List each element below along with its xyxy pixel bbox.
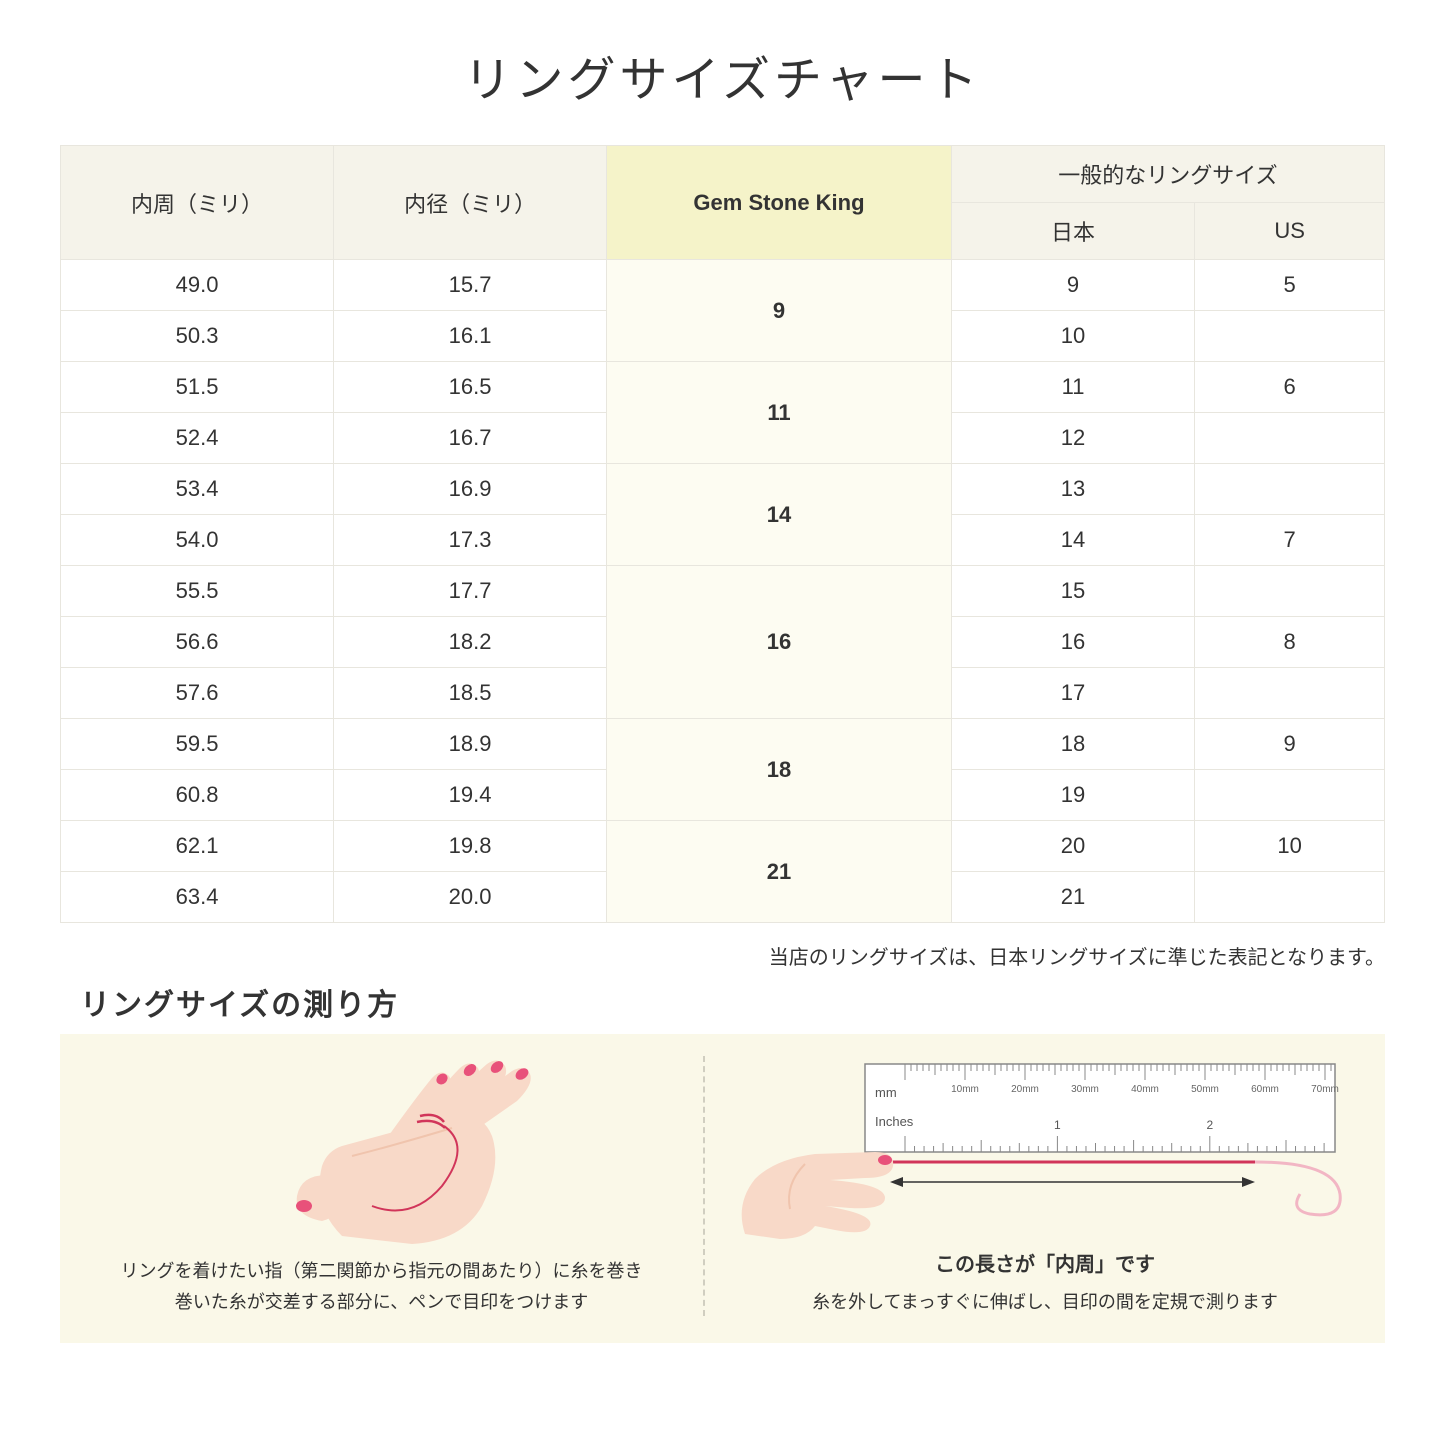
- cell-japan: 17: [951, 668, 1194, 719]
- table-row: 49.015.7995: [61, 260, 1385, 311]
- svg-text:70mm: 70mm: [1311, 1084, 1339, 1095]
- col-gsk: Gem Stone King: [607, 146, 952, 260]
- cell-us: 7: [1195, 515, 1385, 566]
- cell-us: [1195, 566, 1385, 617]
- cell-japan: 18: [951, 719, 1194, 770]
- cell-circumference: 56.6: [61, 617, 334, 668]
- cell-diameter: 18.5: [334, 668, 607, 719]
- length-label: この長さが「内周」です: [935, 1248, 1155, 1277]
- svg-text:1: 1: [1054, 1118, 1061, 1132]
- cell-us: [1195, 464, 1385, 515]
- svg-text:20mm: 20mm: [1011, 1084, 1039, 1095]
- cell-us: [1195, 413, 1385, 464]
- cell-japan: 19: [951, 770, 1194, 821]
- cell-japan: 9: [951, 260, 1194, 311]
- col-circumference: 内周（ミリ）: [61, 146, 334, 260]
- cell-japan: 15: [951, 566, 1194, 617]
- howto-section: リングを着けたい指（第二関節から指元の間あたり）に糸を巻き巻いた糸が交差する部分…: [60, 1034, 1385, 1343]
- ruler-illustration: 10mm 20mm 30mm 40mm 50mm 60mm 70mm mm Inches 1…: [735, 1054, 1355, 1244]
- cell-japan: 14: [951, 515, 1194, 566]
- cell-japan: 13: [951, 464, 1194, 515]
- table-row: 53.416.91413: [61, 464, 1385, 515]
- cell-circumference: 50.3: [61, 311, 334, 362]
- cell-diameter: 19.8: [334, 821, 607, 872]
- cell-circumference: 57.6: [61, 668, 334, 719]
- cell-gsk: 9: [607, 260, 952, 362]
- svg-text:10mm: 10mm: [951, 1084, 979, 1095]
- cell-circumference: 55.5: [61, 566, 334, 617]
- hand-wrap-illustration: [90, 1056, 673, 1246]
- cell-us: 10: [1195, 821, 1385, 872]
- col-us: US: [1195, 203, 1385, 260]
- cell-gsk: 18: [607, 719, 952, 821]
- cell-diameter: 18.9: [334, 719, 607, 770]
- howto-title: リングサイズの測り方: [80, 980, 1385, 1024]
- step-2-caption: 糸を外してまっすぐに伸ばし、目印の間を定規で測ります: [812, 1287, 1278, 1318]
- cell-circumference: 54.0: [61, 515, 334, 566]
- cell-diameter: 20.0: [334, 872, 607, 923]
- cell-us: [1195, 770, 1385, 821]
- cell-circumference: 62.1: [61, 821, 334, 872]
- cell-diameter: 15.7: [334, 260, 607, 311]
- svg-text:60mm: 60mm: [1251, 1084, 1279, 1095]
- cell-japan: 21: [951, 872, 1194, 923]
- col-general: 一般的なリングサイズ: [951, 146, 1384, 203]
- step-1-caption: リングを着けたい指（第二関節から指元の間あたり）に糸を巻き巻いた糸が交差する部分…: [121, 1256, 643, 1317]
- cell-circumference: 60.8: [61, 770, 334, 821]
- svg-text:2: 2: [1206, 1118, 1213, 1132]
- cell-diameter: 16.9: [334, 464, 607, 515]
- cell-us: 5: [1195, 260, 1385, 311]
- cell-circumference: 49.0: [61, 260, 334, 311]
- cell-japan: 16: [951, 617, 1194, 668]
- col-diameter: 内径（ミリ）: [334, 146, 607, 260]
- howto-step-1: リングを着けたい指（第二関節から指元の間あたり）に糸を巻き巻いた糸が交差する部分…: [60, 1054, 703, 1318]
- svg-text:30mm: 30mm: [1071, 1084, 1099, 1095]
- footnote: 当店のリングサイズは、日本リングサイズに準じた表記となります。: [60, 941, 1385, 970]
- svg-text:Inches: Inches: [875, 1114, 914, 1129]
- cell-us: 6: [1195, 362, 1385, 413]
- cell-gsk: 11: [607, 362, 952, 464]
- cell-circumference: 59.5: [61, 719, 334, 770]
- cell-diameter: 16.1: [334, 311, 607, 362]
- cell-diameter: 18.2: [334, 617, 607, 668]
- size-chart-table: 内周（ミリ） 内径（ミリ） Gem Stone King 一般的なリングサイズ …: [60, 145, 1385, 923]
- cell-japan: 11: [951, 362, 1194, 413]
- cell-circumference: 52.4: [61, 413, 334, 464]
- cell-gsk: 21: [607, 821, 952, 923]
- col-japan: 日本: [951, 203, 1194, 260]
- howto-step-2: 10mm 20mm 30mm 40mm 50mm 60mm 70mm mm Inches 1…: [705, 1054, 1385, 1318]
- table-row: 62.119.8212010: [61, 821, 1385, 872]
- svg-text:40mm: 40mm: [1131, 1084, 1159, 1095]
- cell-diameter: 16.7: [334, 413, 607, 464]
- page-title: リングサイズチャート: [60, 40, 1385, 110]
- cell-diameter: 17.3: [334, 515, 607, 566]
- cell-us: 9: [1195, 719, 1385, 770]
- table-row: 55.517.71615: [61, 566, 1385, 617]
- table-row: 51.516.511116: [61, 362, 1385, 413]
- cell-diameter: 17.7: [334, 566, 607, 617]
- svg-text:50mm: 50mm: [1191, 1084, 1219, 1095]
- cell-japan: 10: [951, 311, 1194, 362]
- cell-circumference: 63.4: [61, 872, 334, 923]
- cell-us: 8: [1195, 617, 1385, 668]
- cell-us: [1195, 311, 1385, 362]
- cell-diameter: 16.5: [334, 362, 607, 413]
- cell-japan: 12: [951, 413, 1194, 464]
- cell-us: [1195, 668, 1385, 719]
- cell-circumference: 51.5: [61, 362, 334, 413]
- cell-diameter: 19.4: [334, 770, 607, 821]
- svg-text:mm: mm: [875, 1085, 897, 1100]
- cell-gsk: 16: [607, 566, 952, 719]
- cell-circumference: 53.4: [61, 464, 334, 515]
- table-row: 59.518.918189: [61, 719, 1385, 770]
- cell-gsk: 14: [607, 464, 952, 566]
- cell-japan: 20: [951, 821, 1194, 872]
- cell-us: [1195, 872, 1385, 923]
